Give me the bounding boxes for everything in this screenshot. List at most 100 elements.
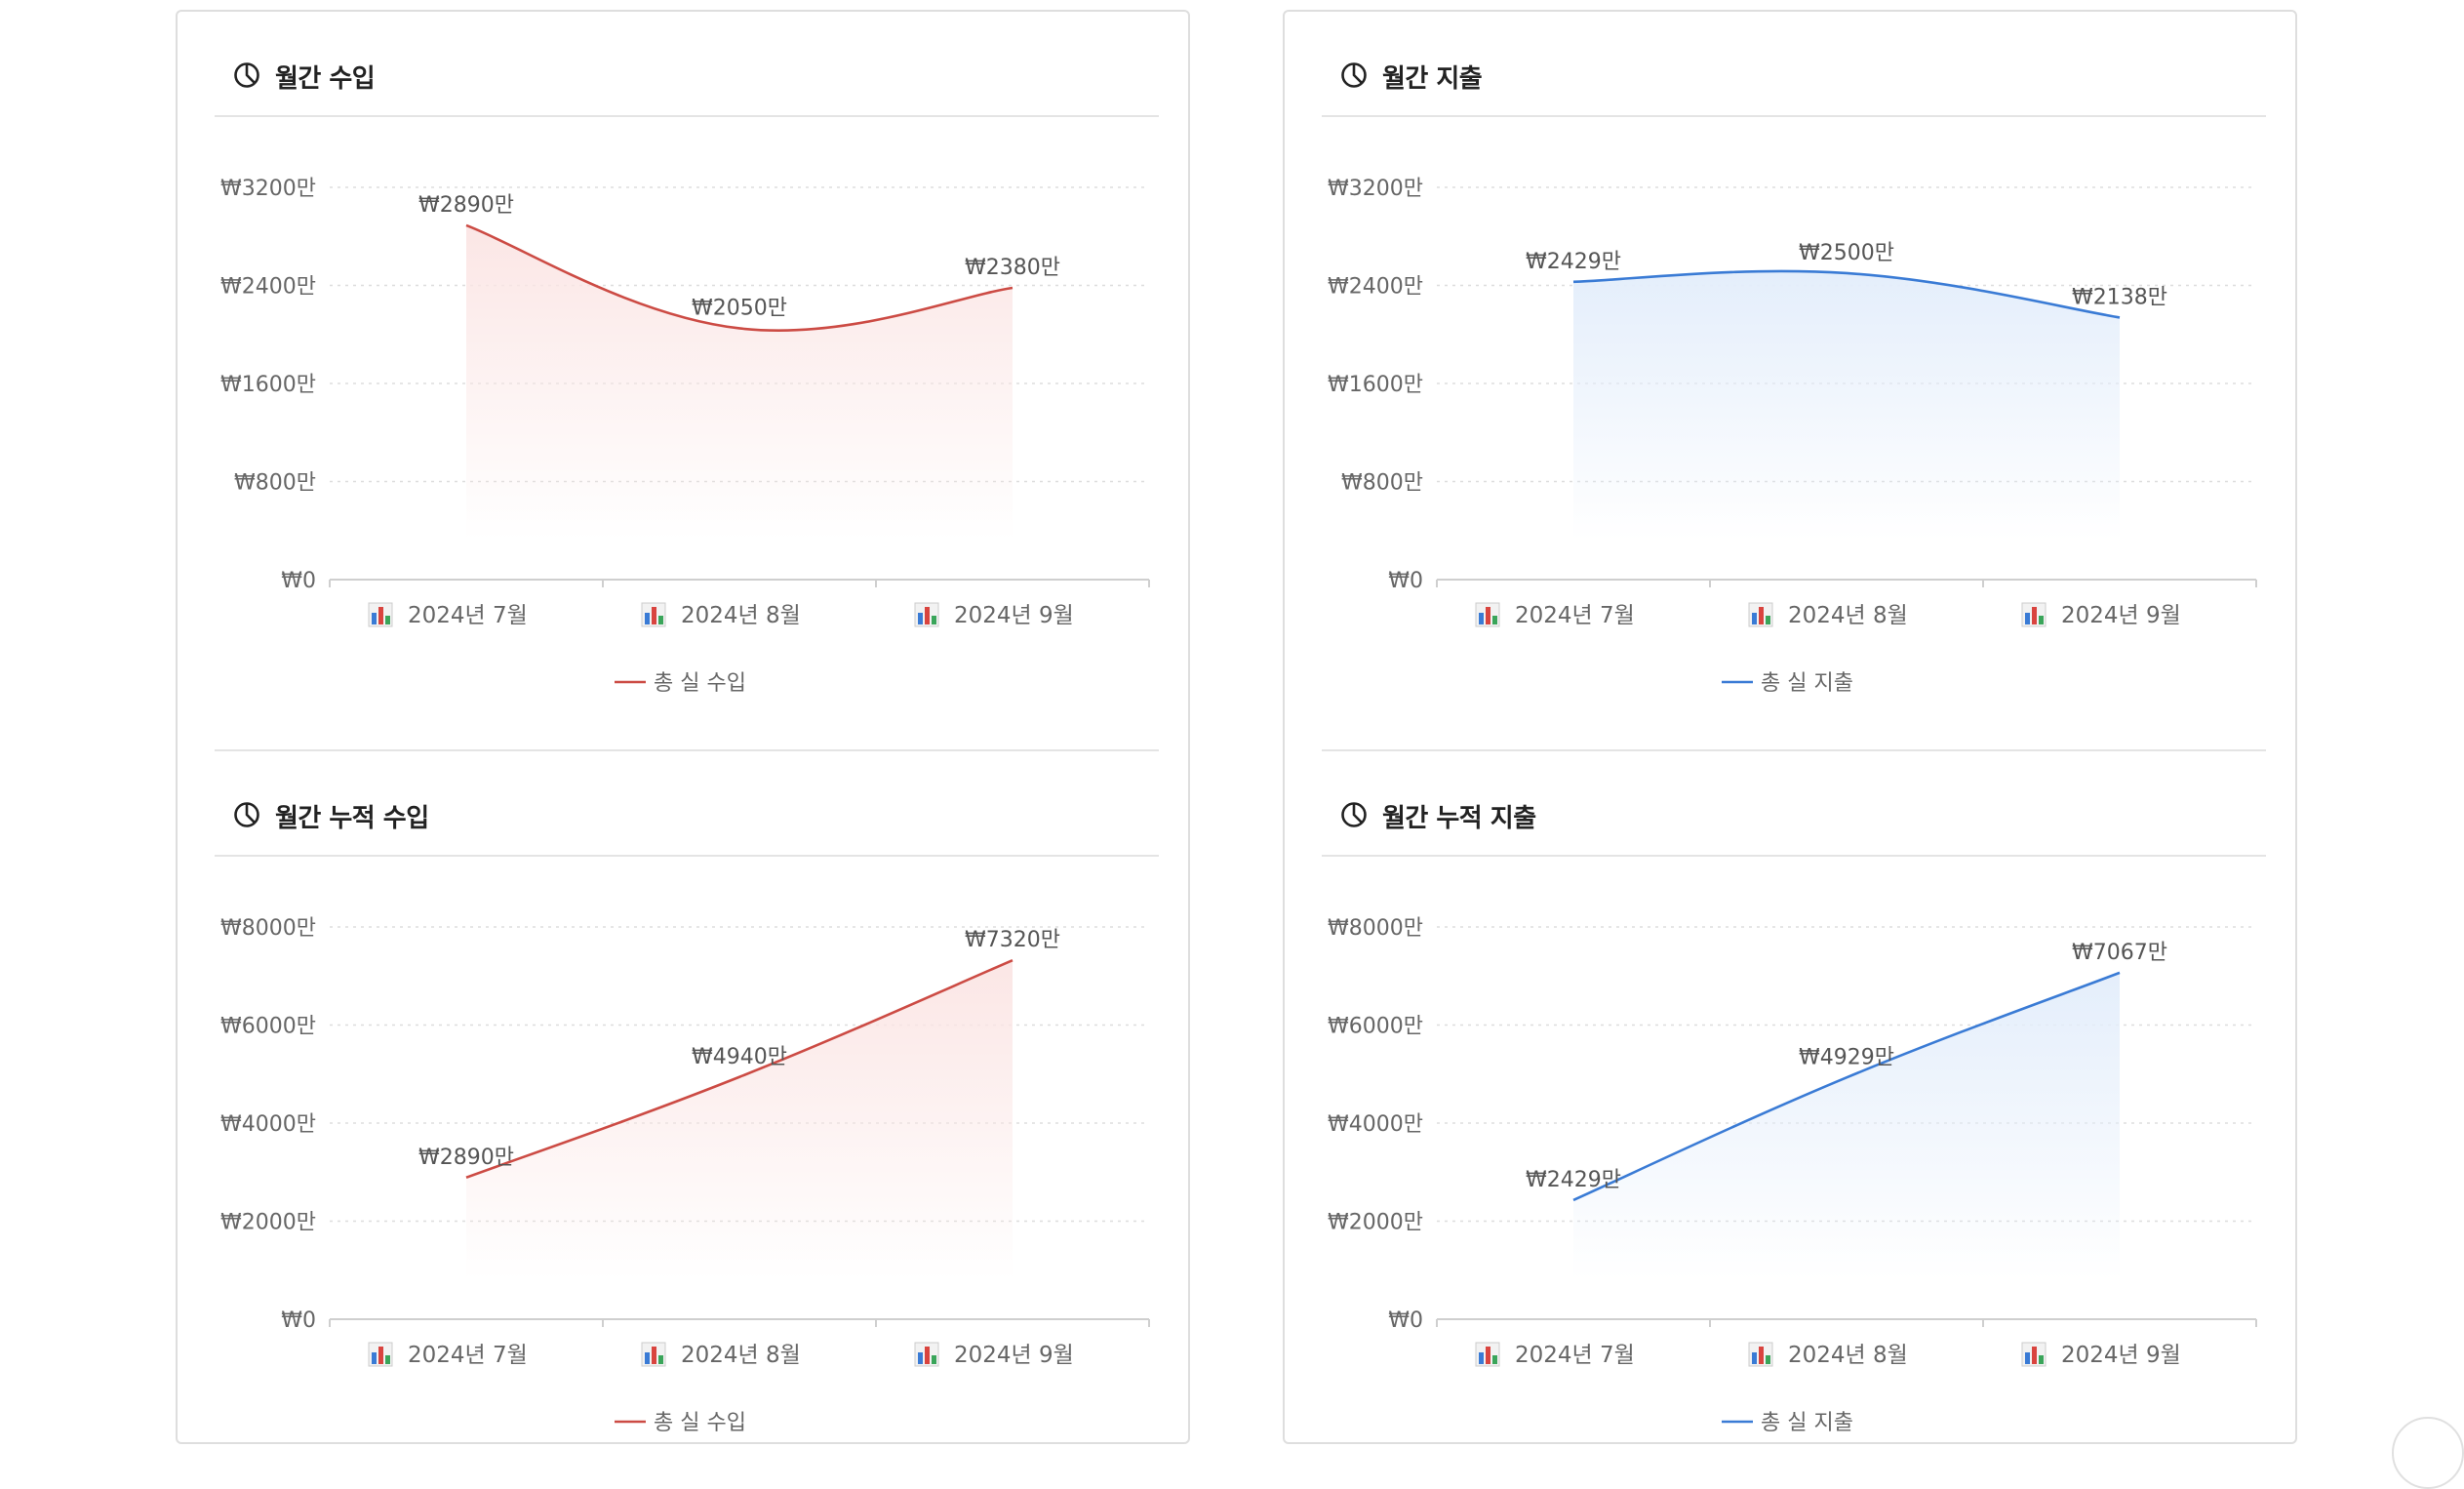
bar-chart-icon [641,1342,666,1367]
x-tick-label: 2024년 9월 [2021,602,2181,628]
x-tick-label: 2024년 9월 [2021,1342,2181,1368]
section-header: 월간 누적 수입 [215,796,1159,857]
x-tick-label: 2024년 8월 [1748,1342,1908,1368]
y-tick-label: ₩0 [1388,1308,1423,1333]
pie-chart-icon [234,802,259,827]
y-tick-label: ₩8000만 [1328,916,1423,941]
x-tick-label: 2024년 7월 [1475,1342,1635,1368]
y-tick-label: ₩2000만 [1328,1211,1423,1235]
bar-chart-icon [368,1342,393,1367]
series-line [1572,269,2121,319]
series-line [465,223,1013,332]
monthly-income-chart: ₩0 ₩800만 ₩1600만 ₩2400만 ₩3200만 2024년 7월 2024년 8… [220,177,1150,696]
svg-text:2024년 7월: 2024년 7월 [1515,603,1635,628]
bar-chart-icon [1475,1342,1500,1367]
x-tick-label: 2024년 9월 [914,602,1074,628]
svg-text:2024년 8월: 2024년 8월 [1788,603,1908,628]
x-tick-label: 2024년 7월 [368,602,528,628]
pie-chart-icon [1341,802,1367,827]
data-label: ₩4929만 [1799,1045,1894,1069]
data-label: ₩7320만 [965,928,1060,952]
scroll-to-top-button[interactable] [2392,1417,2464,1489]
pie-chart-icon [1341,62,1367,88]
legend-item[interactable]: 총 실 수입 [615,1411,746,1435]
svg-text:2024년 9월: 2024년 9월 [954,1343,1074,1368]
series-area [466,960,1013,1280]
y-tick-label: ₩1600만 [220,373,316,397]
data-label: ₩2138만 [2072,285,2167,309]
y-tick-label: ₩800만 [1341,471,1423,496]
y-tick-label: ₩3200만 [220,177,316,201]
y-tick-label: ₩800만 [234,471,316,496]
bar-chart-icon [641,602,666,627]
monthly-cumulative-expense-section: 월간 누적 지출 ₩0 ₩2000만 ₩4000만 ₩6000만 ₩8000만 2024년… [1322,751,2266,1454]
svg-text:2024년 7월: 2024년 7월 [408,1343,528,1368]
svg-text:2024년 8월: 2024년 8월 [1788,1343,1908,1368]
bar-chart-icon [1748,1342,1773,1367]
income-card: 월간 수입 ₩0 ₩800만 ₩1600만 ₩2400만 ₩3200만 2024년 7월 2… [176,10,1190,1444]
x-tick-label: 2024년 7월 [368,1342,528,1368]
x-tick-label: 2024년 8월 [1748,602,1908,628]
chart-title: 월간 누적 지출 [1382,804,1536,833]
bar-chart-icon [368,602,393,627]
svg-text:2024년 9월: 2024년 9월 [2061,603,2181,628]
y-tick-label: ₩8000만 [220,916,316,941]
data-label: ₩2380만 [965,256,1060,280]
y-tick-label: ₩6000만 [1328,1015,1423,1039]
data-label: ₩4940만 [692,1045,787,1069]
x-tick-label: 2024년 8월 [641,602,801,628]
bar-chart-icon [914,1342,939,1367]
legend-item[interactable]: 총 실 지출 [1722,1411,1853,1435]
monthly-cumulative-expense-chart: ₩0 ₩2000만 ₩4000만 ₩6000만 ₩8000만 2024년 7월 2024년 … [1328,916,2257,1435]
section-header: 월간 누적 지출 [1322,796,2266,857]
y-tick-label: ₩4000만 [220,1112,316,1137]
svg-text:2024년 8월: 2024년 8월 [681,1343,801,1368]
y-tick-label: ₩1600만 [1328,373,1423,397]
x-tick-label: 2024년 7월 [1475,602,1635,628]
series-line [465,958,1013,1179]
legend-item[interactable]: 총 실 수입 [615,671,746,696]
monthly-cumulative-income-section: 월간 누적 수입 ₩0 ₩2000만 ₩4000만 ₩6000만 ₩8000만 2024년… [215,751,1159,1454]
chart-title: 월간 누적 수입 [275,804,429,833]
series-area [466,224,1013,541]
data-label: ₩2500만 [1799,241,1894,265]
bar-chart-icon [914,602,939,627]
series-area [1573,972,2120,1280]
y-tick-label: ₩2400만 [1328,275,1423,300]
data-label: ₩2890만 [418,1146,514,1170]
series-line [1572,971,2121,1202]
section-header: 월간 지출 [1322,57,2266,117]
monthly-cumulative-income-chart: ₩0 ₩2000만 ₩4000만 ₩6000만 ₩8000만 2024년 7월 2024년 … [220,916,1150,1435]
legend-label: 총 실 지출 [1761,671,1853,696]
y-tick-label: ₩0 [1388,569,1423,593]
data-label: ₩2050만 [692,296,787,320]
series-area [1573,270,2120,541]
bar-chart-icon [2021,602,2047,627]
x-tick-label: 2024년 9월 [914,1342,1074,1368]
data-label: ₩2429만 [1526,250,1621,274]
svg-text:2024년 9월: 2024년 9월 [2061,1343,2181,1368]
svg-text:2024년 9월: 2024년 9월 [954,603,1074,628]
chart-title: 월간 수입 [275,64,376,94]
x-tick-label: 2024년 8월 [641,1342,801,1368]
y-tick-label: ₩3200만 [1328,177,1423,201]
svg-text:2024년 7월: 2024년 7월 [1515,1343,1635,1368]
legend-item[interactable]: 총 실 지출 [1722,671,1853,696]
chart-title: 월간 지출 [1382,64,1483,94]
y-tick-label: ₩4000만 [1328,1112,1423,1137]
legend-label: 총 실 수입 [654,671,746,696]
y-tick-label: ₩0 [281,1308,316,1333]
monthly-expense-section: 월간 지출 ₩0 ₩800만 ₩1600만 ₩2400만 ₩3200만 2024년 7월 2… [1322,12,2266,751]
bar-chart-icon [2021,1342,2047,1367]
section-header: 월간 수입 [215,57,1159,117]
y-tick-label: ₩0 [281,569,316,593]
pie-chart-icon [234,62,259,88]
y-tick-label: ₩2000만 [220,1211,316,1235]
data-label: ₩2429만 [1526,1168,1621,1192]
svg-text:2024년 7월: 2024년 7월 [408,603,528,628]
bar-chart-icon [1748,602,1773,627]
y-tick-label: ₩6000만 [220,1015,316,1039]
data-label: ₩2890만 [418,193,514,218]
y-tick-label: ₩2400만 [220,275,316,300]
legend-label: 총 실 수입 [654,1411,746,1435]
